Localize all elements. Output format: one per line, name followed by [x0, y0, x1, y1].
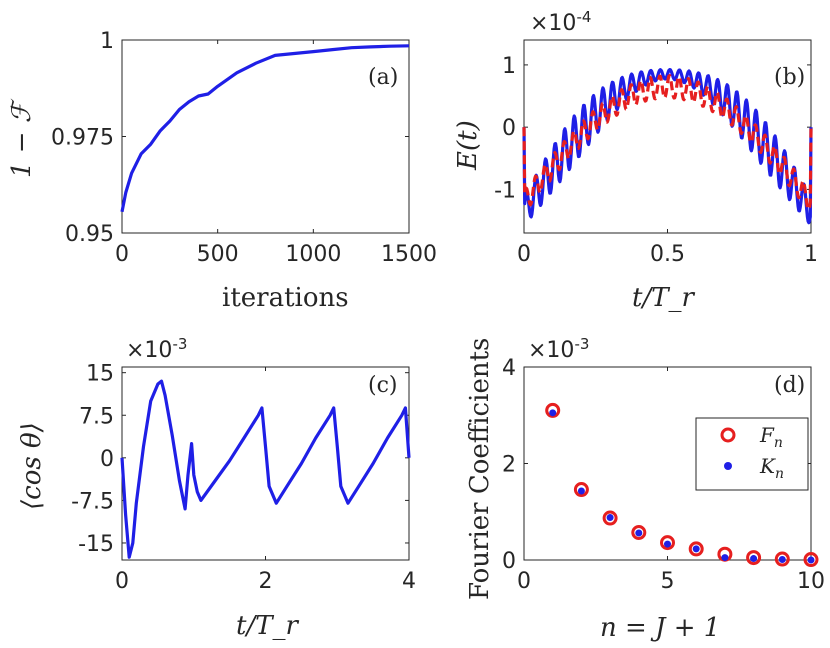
k-point [721, 554, 729, 562]
k-point [807, 556, 815, 564]
x-tick-label: 5 [661, 569, 675, 594]
y-tick-label: 7.5 [79, 404, 114, 429]
x-tick-label: 0 [115, 242, 129, 267]
panel-d-ticks: 0 5 10 0 2 4 [502, 356, 825, 594]
k-point [750, 555, 758, 563]
panel-a: 0 500 1000 1500 0.95 0.975 1 (a) iterations 1 … [7, 29, 437, 313]
x-tick-label: 0 [115, 569, 129, 594]
panel-c-xlabel: t/T_r [236, 611, 300, 641]
k-point [577, 487, 585, 495]
y-tick-label: 1 [100, 29, 114, 54]
f-point [631, 524, 647, 540]
panel-a-tag: (a) [368, 65, 398, 90]
f-point [660, 535, 675, 551]
legend-box [695, 417, 809, 491]
y-tick-label: 1 [502, 54, 516, 79]
panel-b-ylabel: E(t) [453, 120, 483, 171]
y-tick-label: 0 [100, 447, 114, 472]
legend-f-marker [720, 427, 736, 443]
x-tick-label: 0 [517, 569, 531, 594]
panel-b-ticks: 0 0.5 1 -1 0 1 [494, 40, 818, 267]
panel-c-ticks: 0 2 4 -15 -7.5 0 7.5 15 [71, 362, 416, 594]
panel-a-ticks: 0 500 1000 1500 0.95 0.975 1 [51, 29, 437, 267]
x-tick-label: 0.5 [650, 242, 685, 267]
k-point [635, 529, 643, 537]
panel-b-e-solid-line [522, 68, 813, 225]
panel-d-multiplier: ×10-3 [528, 335, 589, 363]
x-tick-label: 10 [797, 569, 825, 594]
panel-c: 0 2 4 -15 -7.5 0 7.5 15 (c) ×10-3 t/T_r ⟨cos θ⟩ [17, 335, 416, 641]
k-point [664, 540, 671, 548]
panel-d-tag: (d) [774, 373, 805, 398]
panel-d-xlabel: n = J + 1 [600, 613, 720, 643]
y-tick-label: 4 [502, 356, 516, 381]
panel-b-xlabel: t/T_r [632, 283, 696, 313]
y-tick-label: 15 [86, 362, 114, 387]
legend-k-label: Kn [759, 454, 784, 482]
panel-b-tag: (b) [774, 65, 805, 90]
panel-a-ylabel: 1 − ℱ [7, 98, 37, 178]
panel-c-ylabel: ⟨cos θ⟩ [17, 422, 47, 510]
y-tick-label: 0.975 [51, 126, 114, 151]
panel-b-multiplier: ×10-4 [530, 8, 591, 36]
y-tick-label: -1 [494, 178, 516, 203]
k-point [606, 514, 614, 522]
x-tick-label: 1000 [285, 242, 341, 267]
panel-a-axes [121, 39, 410, 234]
panel-c-tag: (c) [368, 373, 398, 398]
f-point [602, 510, 618, 526]
panel-b: 0 0.5 1 -1 0 1 (b) ×10-4 t/T_r E(t) [453, 8, 818, 313]
panel-a-xlabel: iterations [222, 283, 349, 313]
y-tick-label: 0.95 [65, 222, 114, 247]
k-point [692, 545, 700, 553]
x-tick-label: 500 [197, 242, 239, 267]
y-tick-label: 0 [502, 116, 516, 141]
panel-c-multiplier: ×10-3 [126, 335, 187, 363]
f-point [746, 550, 762, 566]
y-tick-label: -15 [78, 532, 114, 557]
panel-d-ylabel: Fourier Coefficients [465, 338, 495, 600]
x-tick-label: 4 [402, 569, 416, 594]
panel-d-points [545, 402, 819, 568]
y-tick-label: 0 [502, 549, 516, 574]
panel-d-legend: Fn Kn [695, 417, 809, 491]
legend-k-marker [724, 462, 732, 470]
x-tick-label: 1 [804, 242, 818, 267]
x-tick-label: 0 [517, 242, 531, 267]
legend-f-label: Fn [759, 423, 783, 451]
x-tick-label: 1500 [381, 242, 437, 267]
f-point [573, 482, 589, 498]
y-tick-label: -7.5 [71, 489, 114, 514]
x-tick-label: 2 [259, 569, 273, 594]
f-point [688, 541, 704, 557]
panel-a-fidelity-line [120, 44, 410, 213]
y-tick-label: 2 [502, 453, 516, 478]
k-point [778, 556, 786, 564]
f-point [545, 402, 561, 418]
panel-d: 0 5 10 0 2 4 (d) ×10-3 n = J + 1 Fourier Coef… [465, 335, 825, 643]
f-point [803, 552, 819, 568]
panel-c-cos-line [120, 379, 411, 559]
k-point [549, 409, 557, 417]
f-point [774, 551, 790, 567]
